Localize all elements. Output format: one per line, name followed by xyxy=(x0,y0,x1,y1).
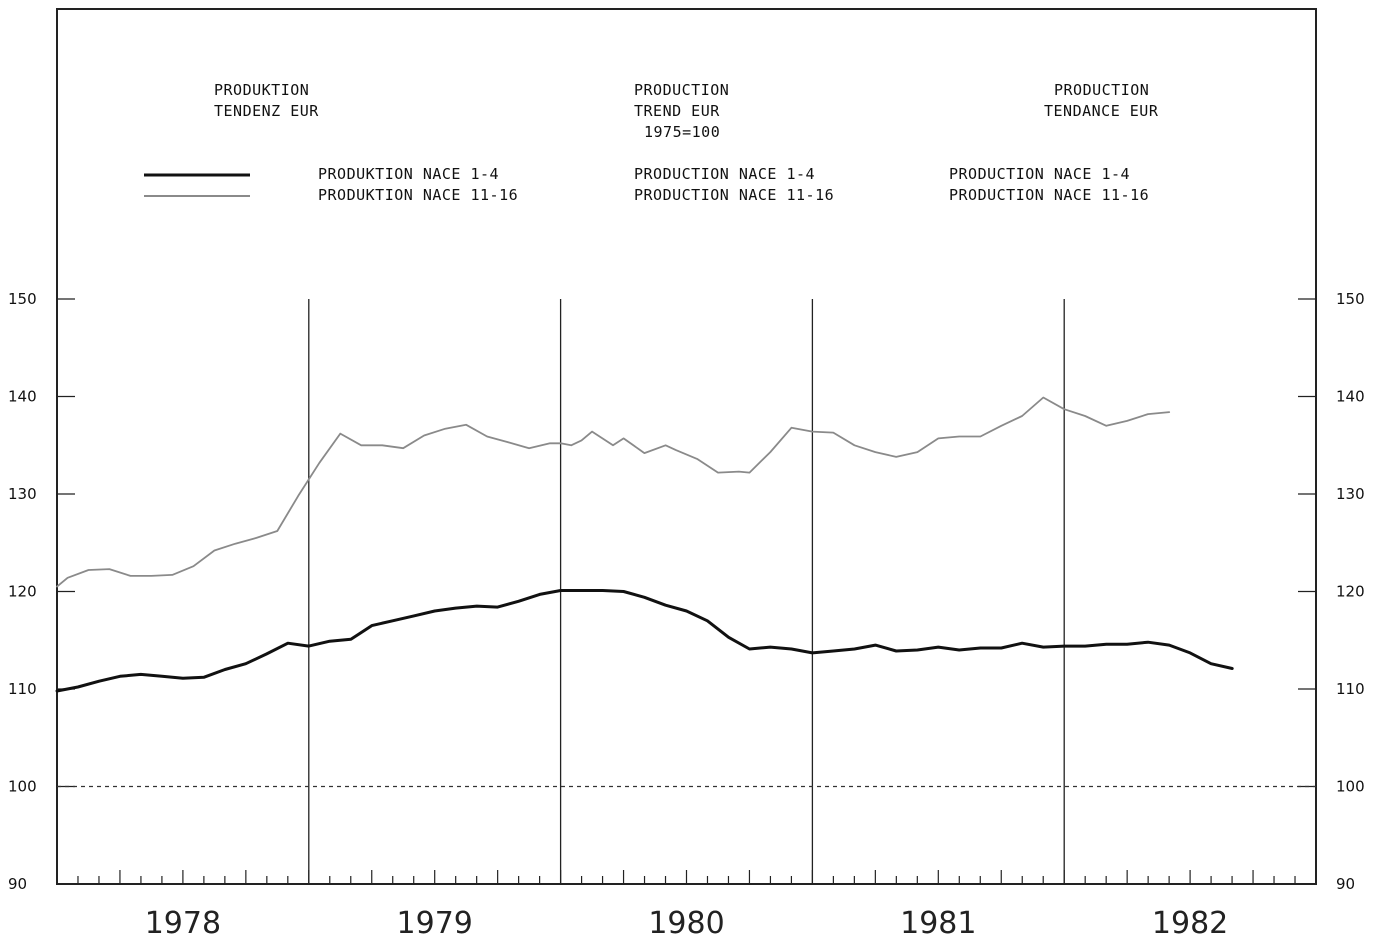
header-en-line-2: TREND EUR xyxy=(634,102,720,120)
y-tick-label-right: 130 xyxy=(1336,485,1365,503)
y-tick-label-left: 150 xyxy=(8,290,37,308)
y-tick-label-right: 100 xyxy=(1336,778,1365,796)
legend-de-nace-11-16: PRODUKTION NACE 11-16 xyxy=(318,186,518,204)
year-labels: 1978 1979 1980 1981 1982 xyxy=(145,906,1229,940)
y-tick-label-left: 140 xyxy=(8,388,37,406)
legend-en-nace-1-4: PRODUCTION NACE 1-4 xyxy=(634,165,815,183)
legend: PRODUKTION NACE 1-4 PRODUKTION NACE 11-1… xyxy=(144,165,1149,204)
year-label-1981: 1981 xyxy=(900,906,976,940)
year-label-1980: 1980 xyxy=(648,906,724,940)
y-tick-label-left: 130 xyxy=(8,485,37,503)
y-axis-left: 90 100 110 120 130 140 150 xyxy=(8,290,75,893)
year-label-1982: 1982 xyxy=(1152,906,1228,940)
y-tick-label-left: 90 xyxy=(8,875,27,893)
header-en-line-1: PRODUCTION xyxy=(634,81,729,99)
legend-fr-nace-11-16: PRODUCTION NACE 11-16 xyxy=(949,186,1149,204)
y-tick-label-right: 150 xyxy=(1336,290,1365,308)
y-tick-label-left: 120 xyxy=(8,583,37,601)
y-tick-label-right: 90 xyxy=(1336,875,1355,893)
y-tick-label-right: 110 xyxy=(1336,680,1365,698)
header-en-line-3: 1975=100 xyxy=(644,123,720,141)
year-label-1979: 1979 xyxy=(397,906,473,940)
header-fr-line-2: TENDANCE EUR xyxy=(1044,102,1159,120)
y-tick-label-right: 120 xyxy=(1336,583,1365,601)
y-tick-label-right: 140 xyxy=(1336,388,1365,406)
series-line-nace-1-4 xyxy=(55,589,1234,693)
year-grid xyxy=(308,299,1065,884)
y-axis-right: 90 100 110 120 130 140 150 xyxy=(1298,290,1365,893)
series-line-nace-11-16 xyxy=(56,396,1171,588)
header-fr-line-1: PRODUCTION xyxy=(1054,81,1149,99)
y-tick-label-left: 100 xyxy=(8,778,37,796)
legend-en-nace-11-16: PRODUCTION NACE 11-16 xyxy=(634,186,834,204)
legend-fr-nace-1-4: PRODUCTION NACE 1-4 xyxy=(949,165,1130,183)
year-label-1978: 1978 xyxy=(145,906,221,940)
legend-de-nace-1-4: PRODUKTION NACE 1-4 xyxy=(318,165,499,183)
header-block: PRODUKTION TENDENZ EUR PRODUCTION TREND … xyxy=(214,81,1159,141)
header-de-line-2: TENDENZ EUR xyxy=(214,102,319,120)
header-de-line-1: PRODUKTION xyxy=(214,81,309,99)
series-layer xyxy=(55,396,1234,693)
x-axis xyxy=(56,870,1317,885)
y-tick-label-left: 110 xyxy=(8,680,37,698)
